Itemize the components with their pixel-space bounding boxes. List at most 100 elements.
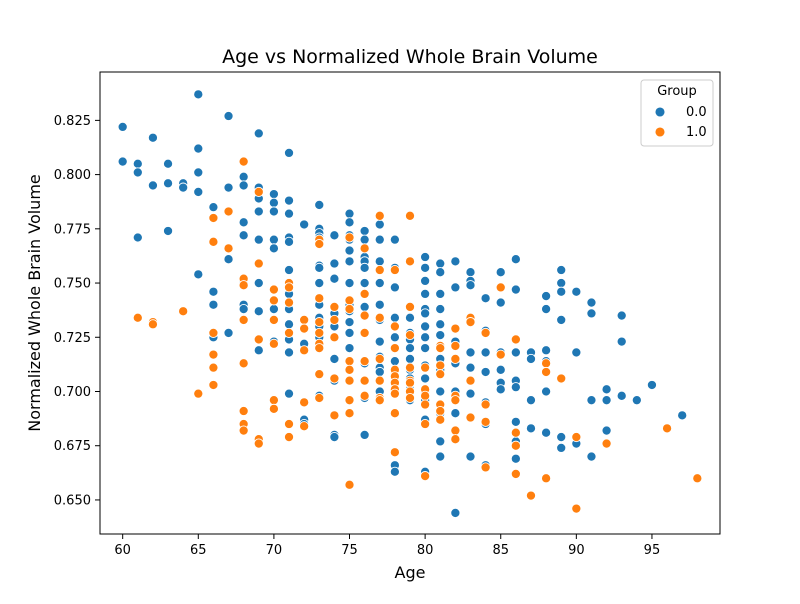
data-point-group-0-101 bbox=[359, 225, 370, 237]
legend-title: Group bbox=[657, 84, 697, 99]
data-point-group-1-99 bbox=[420, 362, 431, 373]
data-point-group-0-190 bbox=[480, 293, 491, 304]
data-point-group-1-137 bbox=[556, 373, 567, 384]
data-point-group-1-124 bbox=[480, 399, 491, 410]
data-point-group-1-41 bbox=[299, 397, 310, 408]
data-point-group-1-136 bbox=[541, 473, 552, 484]
data-point-group-1-123 bbox=[480, 327, 491, 338]
data-point-group-1-132 bbox=[510, 468, 521, 479]
chart-title: Age vs Normalized Whole Brain Volume bbox=[222, 46, 598, 68]
data-point-group-1-104 bbox=[420, 471, 431, 482]
data-point-group-1-90 bbox=[404, 210, 416, 221]
data-point-group-1-102 bbox=[420, 399, 431, 410]
data-point-group-0-51 bbox=[283, 236, 295, 247]
data-point-group-0-169 bbox=[435, 386, 446, 397]
data-point-group-1-30 bbox=[268, 395, 279, 406]
data-point-group-1-70 bbox=[359, 356, 370, 367]
data-point-group-1-18 bbox=[238, 405, 249, 417]
data-point-group-0-38 bbox=[253, 306, 264, 317]
data-point-group-1-79 bbox=[374, 395, 385, 406]
data-point-group-1-25 bbox=[253, 438, 264, 449]
data-point-group-1-45 bbox=[314, 293, 325, 304]
data-point-group-1-141 bbox=[662, 423, 673, 434]
data-point-group-0-238 bbox=[616, 336, 627, 347]
data-point-group-1-10 bbox=[208, 379, 219, 391]
data-point-group-1-35 bbox=[283, 327, 295, 338]
data-point-group-0-89 bbox=[344, 217, 355, 228]
data-point-group-0-7 bbox=[162, 158, 174, 169]
data-point-group-0-183 bbox=[465, 280, 476, 291]
data-point-group-1-33 bbox=[283, 282, 295, 293]
data-point-group-0-35 bbox=[253, 206, 264, 217]
data-point-group-1-93 bbox=[404, 330, 416, 341]
data-point-group-1-40 bbox=[299, 345, 310, 356]
data-point-group-0-150 bbox=[420, 308, 431, 319]
data-point-group-0-210 bbox=[510, 453, 521, 464]
data-point-group-0-105 bbox=[359, 262, 370, 273]
data-point-group-1-56 bbox=[329, 410, 340, 421]
data-point-group-0-24 bbox=[223, 327, 234, 338]
data-point-group-0-112 bbox=[374, 219, 385, 230]
data-point-group-1-21 bbox=[253, 186, 264, 197]
y-axis-ticks: 0.650 0.675 0.700 0.725 0.750 0.775 0.800 0.825 bbox=[54, 114, 100, 508]
x-tick-label: 85 bbox=[492, 543, 509, 558]
data-point-group-1-98 bbox=[404, 392, 416, 404]
data-point-group-0-4 bbox=[132, 232, 143, 243]
data-point-group-1-12 bbox=[223, 243, 234, 254]
data-point-group-0-113 bbox=[374, 234, 385, 245]
data-point-group-0-146 bbox=[420, 262, 431, 273]
data-point-group-0-28 bbox=[238, 230, 249, 241]
data-point-group-0-31 bbox=[238, 304, 249, 315]
data-point-group-0-171 bbox=[435, 436, 446, 447]
data-point-group-0-98 bbox=[344, 327, 355, 338]
data-point-group-1-87 bbox=[389, 388, 400, 399]
data-point-group-0-22 bbox=[223, 182, 234, 193]
data-point-group-0-48 bbox=[283, 195, 295, 206]
data-point-group-1-140 bbox=[601, 438, 612, 449]
data-point-group-0-216 bbox=[541, 304, 552, 315]
data-point-group-0-84 bbox=[329, 353, 340, 365]
x-tick-label: 75 bbox=[341, 543, 358, 558]
data-point-group-0-1 bbox=[117, 156, 128, 167]
data-point-group-1-3 bbox=[178, 306, 189, 317]
data-point-group-1-68 bbox=[359, 310, 370, 321]
data-point-group-1-106 bbox=[435, 343, 446, 354]
y-tick-label: 0.750 bbox=[54, 277, 91, 292]
y-tick-label: 0.725 bbox=[54, 331, 91, 346]
data-point-group-0-178 bbox=[450, 408, 461, 419]
data-point-group-0-92 bbox=[344, 245, 355, 256]
data-point-group-1-6 bbox=[208, 236, 219, 247]
data-point-group-1-112 bbox=[450, 323, 461, 334]
data-point-group-0-17 bbox=[208, 202, 219, 213]
data-point-group-0-164 bbox=[435, 319, 446, 330]
data-point-group-1-53 bbox=[329, 314, 340, 325]
data-point-group-1-7 bbox=[208, 327, 219, 338]
data-point-group-1-29 bbox=[268, 338, 279, 349]
data-point-group-1-38 bbox=[299, 314, 310, 325]
data-point-group-0-204 bbox=[510, 284, 521, 295]
data-point-group-0-128 bbox=[389, 332, 400, 343]
data-point-group-1-9 bbox=[208, 362, 219, 373]
data-point-group-0-15 bbox=[193, 186, 204, 197]
data-point-group-0-12 bbox=[193, 89, 204, 100]
data-point-group-1-15 bbox=[238, 280, 249, 291]
data-point-group-1-133 bbox=[525, 490, 537, 501]
data-point-group-1-129 bbox=[510, 334, 521, 345]
data-point-group-1-22 bbox=[253, 258, 264, 269]
data-point-group-1-0 bbox=[132, 312, 143, 323]
data-point-group-1-58 bbox=[344, 295, 355, 306]
data-point-group-0-94 bbox=[344, 277, 355, 289]
data-point-group-0-79 bbox=[329, 230, 340, 241]
data-point-group-0-70 bbox=[314, 262, 325, 273]
data-point-group-0-80 bbox=[329, 258, 340, 269]
data-point-group-1-50 bbox=[314, 369, 325, 380]
data-point-group-1-125 bbox=[480, 416, 491, 427]
data-point-group-1-66 bbox=[359, 243, 370, 254]
data-point-group-0-241 bbox=[646, 379, 658, 391]
data-point-group-0-186 bbox=[465, 362, 476, 373]
data-point-group-0-213 bbox=[525, 395, 537, 406]
data-point-group-1-77 bbox=[374, 375, 385, 386]
data-point-group-0-223 bbox=[556, 286, 567, 297]
data-point-group-0-99 bbox=[344, 343, 355, 354]
data-point-group-0-8 bbox=[162, 178, 174, 189]
